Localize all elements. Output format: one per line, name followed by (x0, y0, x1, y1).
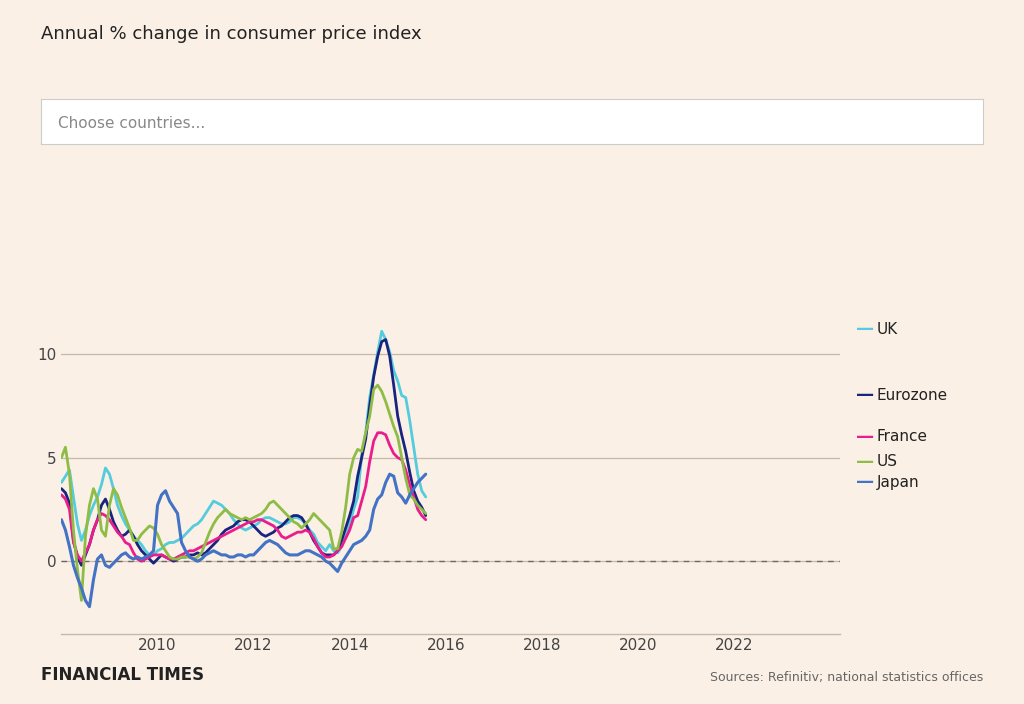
Text: UK: UK (877, 322, 898, 337)
Text: —: — (856, 453, 874, 471)
Text: —: — (856, 428, 874, 446)
Text: France: France (877, 429, 928, 444)
Text: —: — (856, 474, 874, 491)
Text: Sources: Refinitiv; national statistics offices: Sources: Refinitiv; national statistics … (710, 672, 983, 684)
Text: Choose countries...: Choose countries... (58, 116, 205, 131)
Text: —: — (856, 320, 874, 338)
Text: —: — (856, 386, 874, 405)
Text: FINANCIAL TIMES: FINANCIAL TIMES (41, 666, 204, 684)
Text: Eurozone: Eurozone (877, 388, 947, 403)
Text: Annual % change in consumer price index: Annual % change in consumer price index (41, 25, 422, 43)
Text: Japan: Japan (877, 475, 920, 490)
Text: US: US (877, 454, 898, 470)
